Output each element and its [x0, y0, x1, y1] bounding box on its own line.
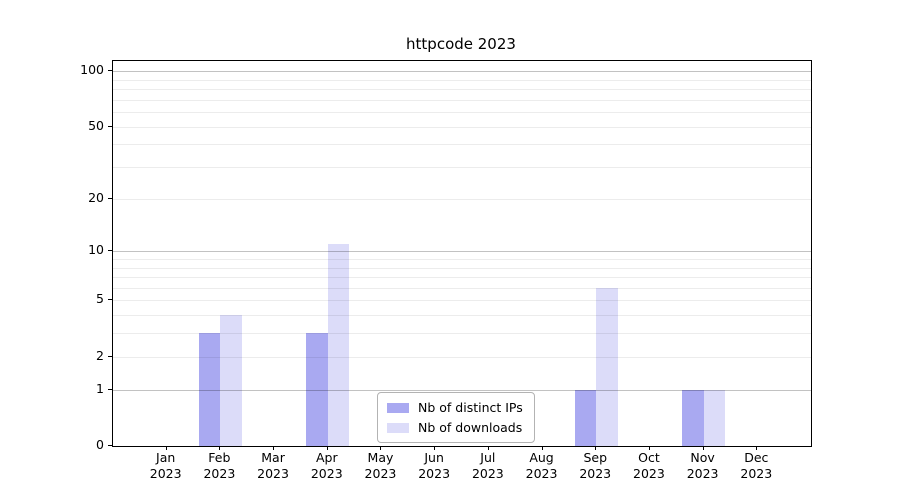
- x-tick-label-dec-2023: Dec 2023: [724, 450, 788, 482]
- gridline-major-100: [113, 71, 811, 73]
- y-tick-label-50: 50: [88, 117, 104, 133]
- gridline-minor-60: [113, 112, 811, 114]
- bar-nb-of-downloads-sep-2023: [596, 287, 618, 446]
- x-tick-label-line: Nov: [690, 450, 715, 465]
- legend-item-nb-of-downloads: Nb of downloads: [387, 420, 523, 435]
- gridline-minor-5: [113, 300, 811, 302]
- x-tick-label-line: Mar: [261, 450, 285, 465]
- x-tick-label-line: Jul: [480, 450, 496, 465]
- gridline-minor-80: [113, 89, 811, 91]
- y-tick-label-20: 20: [88, 189, 104, 205]
- bar-nb-of-distinct-ips-sep-2023: [574, 389, 597, 446]
- gridline-minor-20: [113, 198, 811, 200]
- legend-item-nb-of-distinct-ips: Nb of distinct IPs: [387, 400, 523, 415]
- x-tick-mark-jun-2023: [434, 446, 436, 450]
- x-tick-label-line: Oct: [638, 450, 660, 465]
- x-tick-label-line: 2023: [257, 466, 289, 481]
- x-tick-label-line: Jan: [156, 450, 176, 465]
- y-tick-mark-5: [108, 299, 112, 301]
- x-tick-mark-jan-2023: [165, 446, 167, 450]
- legend-swatch-nb-of-distinct-ips: [387, 402, 409, 413]
- x-tick-label-aug-2023: Aug 2023: [510, 450, 574, 482]
- y-tick-mark-100: [108, 70, 112, 72]
- x-tick-label-line: 2023: [471, 466, 504, 481]
- x-tick-label-sep-2023: Sep 2023: [563, 450, 627, 482]
- gridline-minor-6: [113, 287, 811, 289]
- x-tick-label-line: 2023: [203, 466, 236, 481]
- y-tick-mark-20: [108, 197, 112, 199]
- bar-nb-of-distinct-ips-nov-2023: [682, 389, 704, 446]
- x-tick-mark-dec-2023: [756, 446, 758, 450]
- gridline-minor-40: [113, 144, 811, 146]
- chart-title: httpcode 2023: [406, 35, 516, 53]
- y-tick-label-5: 5: [96, 291, 104, 307]
- gridline-minor-30: [113, 167, 811, 169]
- x-tick-label-feb-2023: Feb 2023: [187, 450, 251, 482]
- y-tick-label-1: 1: [96, 380, 104, 396]
- x-tick-mark-mar-2023: [273, 446, 275, 450]
- x-tick-label-line: Sep: [583, 450, 607, 465]
- x-tick-label-oct-2023: Oct 2023: [617, 450, 681, 482]
- x-tick-label-mar-2023: Mar 2023: [241, 450, 305, 482]
- x-tick-label-jan-2023: Jan 2023: [134, 450, 198, 482]
- x-tick-label-nov-2023: Nov 2023: [671, 450, 735, 482]
- plot-area: [112, 60, 812, 447]
- x-tick-label-jul-2023: Jul 2023: [456, 450, 520, 482]
- y-tick-mark-1: [108, 388, 112, 390]
- y-tick-mark-50: [108, 125, 112, 127]
- bar-nb-of-downloads-apr-2023: [327, 244, 350, 446]
- gridline-minor-7: [113, 277, 811, 279]
- x-tick-mark-feb-2023: [219, 446, 221, 450]
- legend-label-nb-of-downloads: Nb of downloads: [418, 420, 523, 435]
- bar-nb-of-downloads-feb-2023: [220, 315, 242, 446]
- y-tick-label-100: 100: [80, 62, 104, 78]
- gridline-minor-50: [113, 126, 811, 128]
- gridline-minor-90: [113, 79, 811, 81]
- x-tick-label-line: 2023: [310, 466, 343, 481]
- gridline-minor-70: [113, 99, 811, 101]
- x-tick-label-line: Aug: [529, 450, 554, 465]
- x-tick-mark-oct-2023: [648, 446, 650, 450]
- gridline-minor-4: [113, 315, 811, 317]
- bar-nb-of-downloads-nov-2023: [703, 389, 726, 446]
- gridline-major-10: [113, 251, 811, 253]
- x-tick-mark-aug-2023: [541, 446, 543, 450]
- x-tick-label-line: May: [367, 450, 394, 465]
- x-tick-mark-nov-2023: [702, 446, 704, 450]
- x-tick-label-line: 2023: [686, 466, 719, 481]
- bar-nb-of-distinct-ips-feb-2023: [198, 333, 221, 446]
- x-tick-label-jun-2023: Jun 2023: [402, 450, 466, 482]
- x-tick-label-line: 2023: [740, 466, 773, 481]
- x-tick-label-apr-2023: Apr 2023: [295, 450, 359, 482]
- x-tick-label-line: 2023: [525, 466, 558, 481]
- y-tick-label-10: 10: [88, 242, 104, 258]
- legend-swatch-nb-of-downloads: [387, 422, 409, 433]
- x-tick-mark-sep-2023: [595, 446, 597, 450]
- y-tick-mark-0: [108, 445, 112, 446]
- x-tick-label-line: Dec: [744, 450, 769, 465]
- x-tick-label-line: 2023: [364, 466, 397, 481]
- x-tick-mark-apr-2023: [326, 446, 328, 450]
- gridline-minor-8: [113, 267, 811, 269]
- x-tick-label-line: 2023: [149, 466, 182, 481]
- x-tick-label-line: 2023: [418, 466, 451, 481]
- legend: Nb of distinct IPs Nb of downloads: [377, 392, 535, 443]
- gridline-minor-9: [113, 259, 811, 260]
- bar-nb-of-distinct-ips-apr-2023: [306, 333, 328, 446]
- legend-label-nb-of-distinct-ips: Nb of distinct IPs: [418, 400, 523, 415]
- y-tick-label-2: 2: [96, 347, 104, 363]
- x-tick-label-line: Feb: [208, 450, 231, 465]
- x-tick-mark-jul-2023: [487, 446, 489, 450]
- x-tick-label-line: Apr: [315, 450, 338, 465]
- y-tick-mark-2: [108, 355, 112, 357]
- x-tick-label-line: 2023: [633, 466, 665, 481]
- x-tick-label-line: 2023: [579, 466, 612, 481]
- x-tick-label-line: Jun: [424, 450, 444, 465]
- y-tick-label-0: 0: [96, 437, 104, 452]
- x-tick-mark-may-2023: [380, 446, 382, 450]
- y-tick-mark-10: [108, 250, 112, 252]
- x-tick-label-may-2023: May 2023: [348, 450, 412, 482]
